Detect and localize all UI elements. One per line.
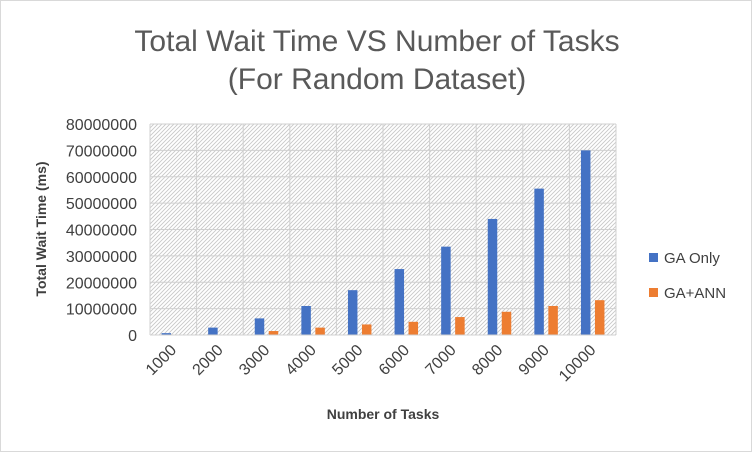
legend-label-ga-ann: GA+ANN [664, 285, 726, 302]
x-tick-label: 2000 [190, 342, 227, 379]
y-tick-label: 0 [128, 328, 137, 345]
bar-ga-only-2000 [208, 327, 218, 335]
x-tick-label: 3000 [236, 342, 273, 379]
legend-label-ga-only: GA Only [664, 250, 720, 267]
chart-title-line-1: Total Wait Time VS Number of Tasks [134, 25, 619, 58]
bar-ga-ann-8000 [501, 311, 512, 335]
legend-item-ga-only[interactable]: GA Only [649, 250, 720, 267]
y-tick-label: 60000000 [66, 170, 137, 187]
bar-ga-only-9000 [534, 188, 544, 335]
chart-title-line-2: (For Random Dataset) [228, 63, 526, 96]
y-tick-label: 40000000 [66, 223, 137, 240]
y-tick-label: 20000000 [66, 275, 137, 292]
bar-ga-only-5000 [347, 290, 358, 335]
bar-ga-ann-7000 [455, 317, 465, 335]
y-tick-label: 80000000 [66, 117, 137, 134]
bar-ga-ann-10000 [594, 300, 605, 335]
bar-ga-only-1000 [161, 333, 172, 335]
legend-item-ga-ann[interactable]: GA+ANN [649, 285, 726, 302]
y-tick-label: 10000000 [66, 302, 137, 319]
y-tick-label: 70000000 [66, 143, 137, 160]
bar-ga-ann-6000 [408, 321, 419, 335]
x-tick-label: 10000 [556, 342, 600, 386]
bar-ga-ann-9000 [548, 305, 558, 335]
bar-ga-only-3000 [254, 318, 265, 335]
x-tick-label: 9000 [516, 342, 553, 379]
bar-ga-ann-3000 [268, 331, 279, 335]
bar-ga-only-7000 [441, 246, 451, 335]
y-tick-label: 50000000 [66, 196, 137, 213]
y-tick-label: 30000000 [66, 249, 137, 266]
bar-ga-only-8000 [487, 218, 498, 335]
bar-ga-only-4000 [301, 305, 311, 335]
x-tick-label: 8000 [469, 342, 506, 379]
x-tick-label: 7000 [423, 342, 460, 379]
grid-lines [149, 123, 617, 336]
bar-ga-only-10000 [580, 150, 591, 335]
x-axis-title: Number of Tasks [327, 406, 440, 422]
bars [161, 150, 605, 335]
x-tick-label: 5000 [329, 342, 366, 379]
bar-ga-only-6000 [394, 269, 405, 335]
legend-swatch-ga-ann [649, 288, 658, 297]
legend: GA Only GA+ANN [649, 250, 726, 302]
legend-swatch-ga-only [649, 253, 658, 262]
x-tick-label: 6000 [376, 342, 413, 379]
x-tick-label: 1000 [143, 342, 180, 379]
x-axis-ticks: 1000 2000 3000 4000 5000 6000 7000 8000 9000 1000… [143, 342, 600, 386]
y-axis-title: Total Wait Time (ms) [33, 161, 49, 296]
y-axis-ticks: 0 10000000 20000000 30000000 40000000 5000000… [66, 117, 137, 345]
bar-ga-ann-4000 [315, 327, 325, 335]
x-tick-label: 4000 [283, 342, 320, 379]
bar-ga-ann-5000 [361, 324, 372, 335]
